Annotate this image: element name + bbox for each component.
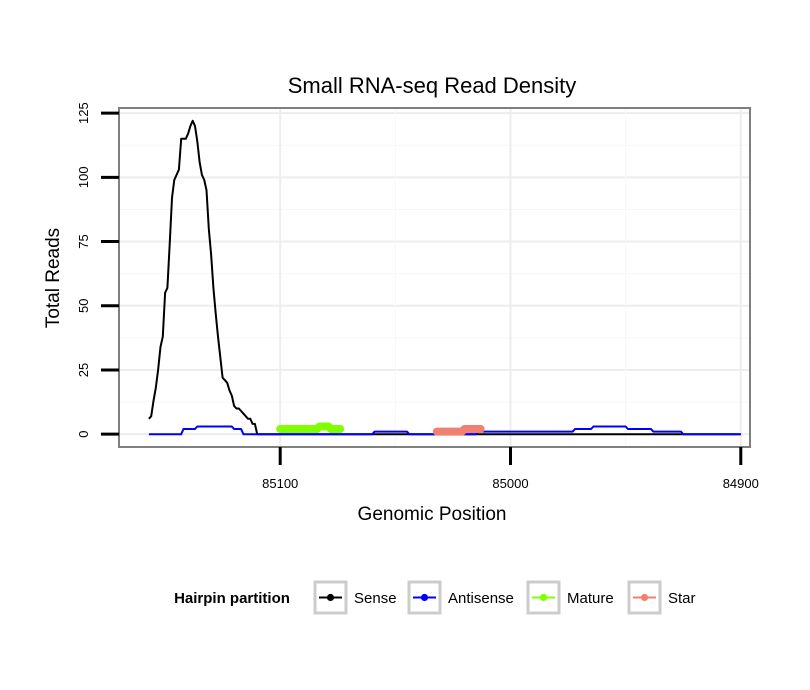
plot-panel (119, 108, 750, 447)
series-layer (148, 119, 741, 436)
plot-border (118, 107, 751, 448)
x-tick-label: 85100 (262, 476, 298, 491)
y-axis: 0 25 50 75 100 125 (76, 102, 119, 438)
y-axis-title: Total Reads (43, 228, 64, 328)
y-tick-label: 125 (76, 102, 91, 124)
y-tick-label: 50 (76, 299, 91, 313)
x-tick-label: 84900 (723, 476, 759, 491)
legend-key-dot (420, 593, 429, 602)
y-tick-label: 100 (76, 166, 91, 188)
legend-key-dot (539, 593, 548, 602)
legend-label-antisense: Antisense (448, 590, 514, 607)
grid-lines (119, 108, 750, 447)
series-line-antisense (148, 425, 741, 436)
legend: Hairpin partition Sense Antisense Mature St… (174, 580, 696, 615)
legend-key-dot (640, 593, 649, 602)
legend-title: Hairpin partition (174, 590, 290, 607)
y-tick-label: 75 (76, 234, 91, 248)
x-axis-title: Genomic Position (358, 504, 507, 525)
legend-label-mature: Mature (567, 590, 614, 607)
series-line-star (432, 425, 485, 436)
y-tick-label: 25 (76, 363, 91, 377)
y-tick-label: 0 (76, 431, 91, 438)
legend-label-star: Star (668, 590, 696, 607)
series-line-mature (276, 422, 345, 433)
legend-key-dot (326, 593, 335, 602)
x-tick-label: 85000 (492, 476, 528, 491)
legend-label-sense: Sense (354, 590, 397, 607)
legend-items: Sense Antisense Mature Star (313, 580, 696, 615)
chart-title: Small RNA-seq Read Density (288, 73, 577, 98)
x-axis: 85100 85000 84900 (262, 447, 759, 491)
series-line-sense (148, 119, 741, 436)
